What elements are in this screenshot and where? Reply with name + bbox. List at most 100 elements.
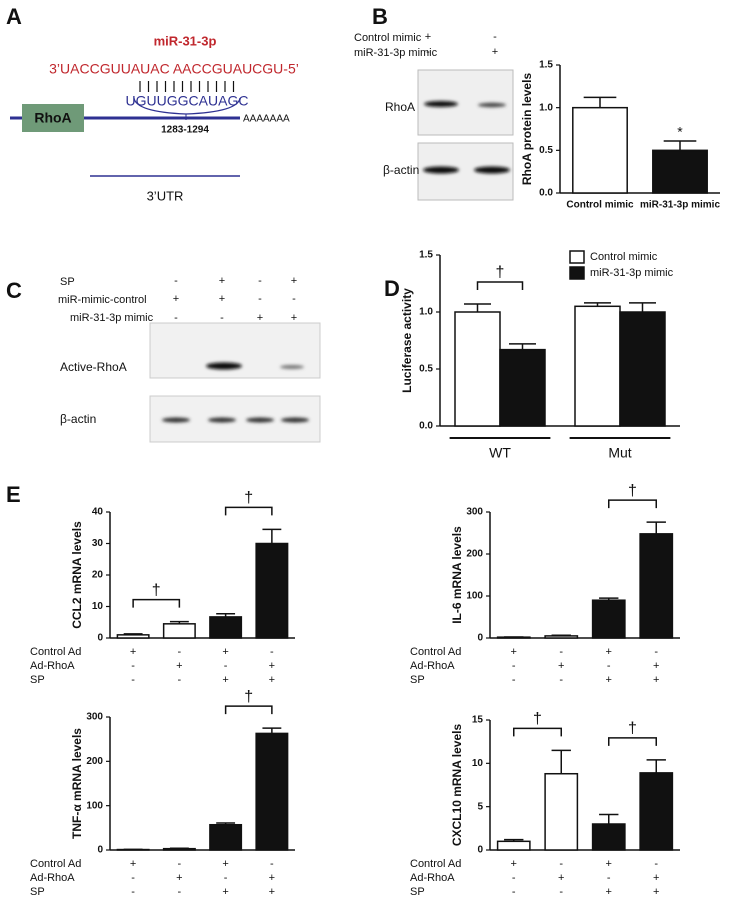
condition-sign: + [291,312,297,324]
condition-sign: + [291,275,297,287]
target-sequence: UGUUGGCAUAGC [126,93,249,109]
y-tick-label: 40 [92,507,104,518]
y-tick-label: 10 [472,758,484,769]
condition-sign: - [559,646,563,658]
significance-bracket [513,727,562,737]
condition-sign: - [174,312,178,324]
condition-sign: - [654,858,658,870]
gene-name: RhoA [34,110,71,126]
condition-sign: + [269,660,275,672]
y-tick-label: 1.5 [419,250,433,261]
condition-sign: - [258,275,262,287]
band [206,362,242,370]
condition-sign: - [512,674,516,686]
panel-b-blot: Control mimic miR-31-3p mimic RhoA β-act… [354,32,514,201]
condition-sign: + [219,293,225,305]
condition-sign: - [426,46,430,58]
condition-sign: - [607,660,611,672]
y-tick-label: 200 [466,549,483,560]
condition-label: Control Ad [30,858,81,870]
bar [639,772,674,851]
condition-sign: - [493,31,497,43]
y-tick-label: 0.0 [419,421,433,432]
y-tick-label: 20 [92,570,104,581]
panel-label: A [6,4,22,29]
condition-sign: - [178,886,182,898]
y-tick-label: 1.0 [539,102,553,113]
gene-box [22,104,84,132]
condition-label: SP [60,276,75,288]
band-label: β-actin [383,163,419,177]
band-label: RhoA [385,100,415,114]
bar [116,634,150,639]
annotation: † [152,582,161,599]
condition-sign: + [222,674,228,686]
condition-sign: + [425,31,431,43]
band [423,166,459,174]
bar [572,106,628,194]
condition-sign: - [178,858,182,870]
condition-sign: + [653,872,659,884]
bar [574,305,621,427]
condition-sign: + [653,674,659,686]
y-axis-label: Luciferase activity [400,288,414,393]
condition-sign: - [512,886,516,898]
condition-label: Ad-RhoA [410,660,455,672]
y-tick-label: 0 [477,633,483,644]
condition-sign: + [173,293,179,305]
condition-label: SP [30,674,45,686]
condition-label: miR-mimic-control [58,294,147,306]
y-tick-label: 30 [92,538,104,549]
x-tick-label: Mut [608,445,631,461]
y-tick-label: 15 [472,715,484,726]
y-tick-label: 0.5 [419,364,433,375]
panel-label: E [6,482,21,507]
band [208,417,236,423]
condition-sign: + [257,312,263,324]
y-tick-label: 200 [86,756,103,767]
bar [499,348,546,427]
x-tick-label: WT [489,445,511,461]
bar [619,311,666,427]
band [162,417,190,423]
panel-label: D [384,276,400,301]
condition-sign: - [131,886,135,898]
significance-bracket [224,506,273,516]
legend-label: miR-31-3p mimic [590,267,674,279]
condition-sign: - [270,858,274,870]
annotation: † [244,490,253,507]
condition-label: Control Ad [410,646,461,658]
significance-bracket [608,499,657,509]
bar [162,623,196,639]
condition-sign: - [131,660,135,672]
y-tick-label: 0 [97,633,103,644]
condition-label: Control mimic [354,32,422,44]
y-tick-label: 300 [466,507,483,518]
condition-sign: - [224,660,228,672]
condition-label: Ad-RhoA [30,660,75,672]
condition-sign: + [492,46,498,58]
y-axis-label: TNF-α mRNA levels [70,728,84,839]
y-tick-label: 1.5 [539,60,553,71]
band-label: Active-RhoA [60,360,127,374]
bar [162,847,196,851]
y-axis-label: IL-6 mRNA levels [450,526,464,624]
band [478,102,506,108]
condition-label: SP [30,886,45,898]
annotation: † [628,720,637,737]
condition-sign: + [606,886,612,898]
annotation: † [496,264,505,281]
condition-sign: + [269,674,275,686]
annotation: † [628,482,637,499]
condition-sign: - [220,312,224,324]
condition-sign: - [607,872,611,884]
condition-sign: - [292,293,296,305]
condition-sign: + [222,858,228,870]
poly-a: AAAAAAA [243,114,290,125]
y-tick-label: 1.0 [419,307,433,318]
condition-sign: + [606,646,612,658]
panel-label: B [372,4,388,29]
bar [209,823,243,851]
condition-sign: - [654,646,658,658]
condition-sign: + [222,646,228,658]
